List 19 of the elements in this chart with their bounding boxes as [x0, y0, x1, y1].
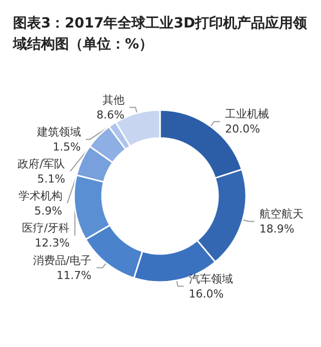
data-label: 1.5% — [52, 140, 81, 154]
data-label: 5.1% — [37, 172, 66, 186]
slice-label: 政府/军队 — [18, 157, 66, 170]
data-label: 5.9% — [34, 204, 62, 218]
slice-label: 工业机械 — [225, 108, 270, 121]
chart-title: 图表3：2017年全球工业3D打印机产品应用领域结构图（单位：%） — [12, 14, 308, 52]
data-label: 11.7% — [56, 268, 92, 282]
data-label: 12.3% — [34, 236, 70, 250]
slice-label: 医疗/牙科 — [22, 221, 70, 234]
data-label: 18.9% — [259, 222, 294, 236]
data-label: 20.0% — [225, 122, 260, 136]
slice-label: 学术机构 — [18, 189, 62, 202]
slice-label: 建筑领域 — [36, 125, 81, 138]
slice-label: 消费品/电子 — [32, 254, 92, 267]
data-label: 8.6% — [96, 108, 124, 122]
data-label: 16.0% — [188, 287, 224, 300]
slice-label: 汽车领域 — [188, 272, 233, 286]
slice-label: 航空航天 — [259, 207, 304, 220]
slice-label: 其他 — [102, 93, 124, 106]
